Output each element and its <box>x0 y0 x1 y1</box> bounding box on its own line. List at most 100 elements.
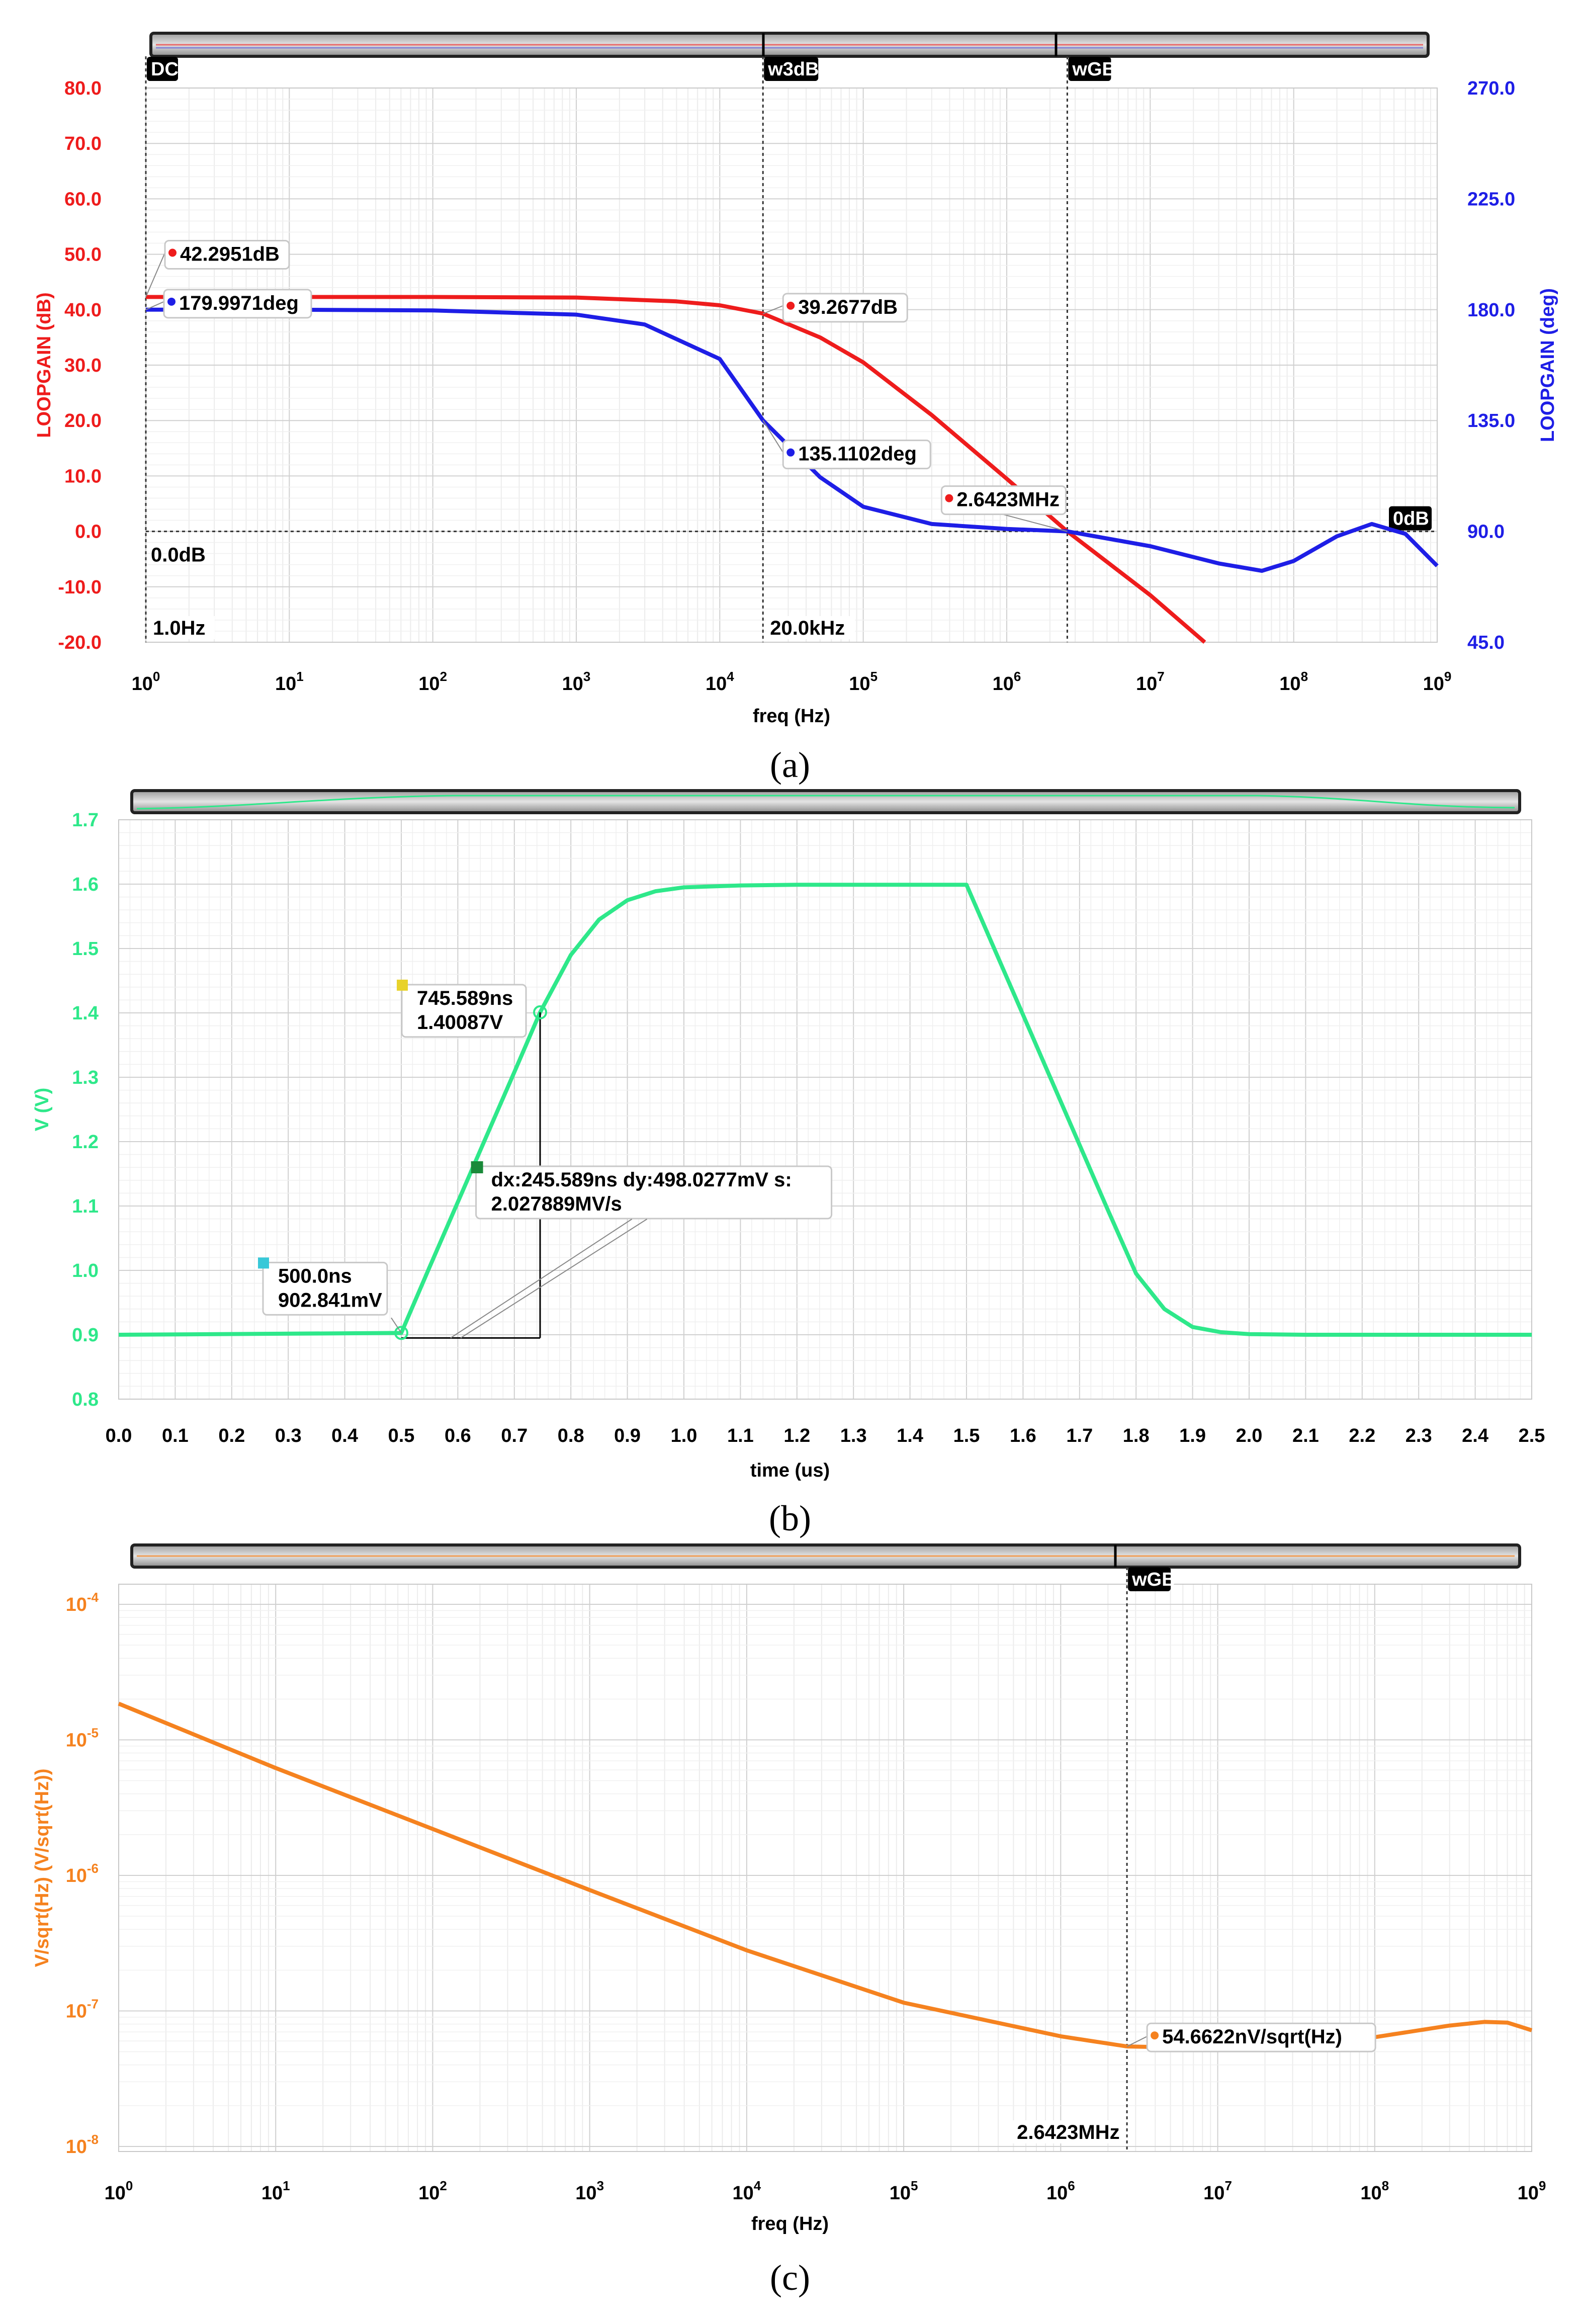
cursor-tag: wGB <box>1128 1567 1176 1591</box>
x-tick-labels: 100 101 102 103 104 105 106 107 108 109 <box>132 669 1452 695</box>
y-tick-label: -20.0 <box>58 632 102 653</box>
x-tick-label: 0.3 <box>275 1425 302 1446</box>
series-line <box>118 883 1532 1337</box>
x-tick-label: 0.4 <box>331 1425 358 1446</box>
x-tick-labels: 100 101 102 103 104 105 106 107 108 109 <box>105 2178 1546 2204</box>
x-tick-label: 1.6 <box>1010 1425 1036 1446</box>
svg-text:0dB: 0dB <box>1393 508 1429 530</box>
y-tick-label: 40.0 <box>64 300 102 321</box>
x-tick-label: 1.5 <box>953 1425 980 1446</box>
x-tick-label: 2.0 <box>1236 1425 1263 1446</box>
svg-text:wGB: wGB <box>1131 1569 1176 1590</box>
x-tick-label: 106 <box>1046 2178 1075 2204</box>
svg-text:2.6423MHz: 2.6423MHz <box>956 489 1060 511</box>
x-axis-label: time (us) <box>750 1460 830 1481</box>
transient-chart: 1.7 1.6 1.5 1.4 1.3 1.2 1.1 1.0 0.9 0.8 0.0 0.1 0.2… <box>32 789 1545 1538</box>
x-tick-labels: 0.0 0.1 0.2 0.3 0.4 0.5 0.6 0.7 0.8 0.9 1.0 1.1 1.2 1… <box>106 1425 1545 1446</box>
marker-leader <box>460 1219 648 1339</box>
x-tick-label: 108 <box>1279 669 1308 695</box>
cursor-b-tag <box>397 979 408 991</box>
x-tick-label: 1.2 <box>783 1425 810 1446</box>
x-tick-label: 108 <box>1360 2178 1389 2204</box>
y-tick-label: 0.0 <box>75 522 102 543</box>
cursor-value-label: 1.0Hz <box>153 617 206 639</box>
x-tick-label: 2.2 <box>1349 1425 1375 1446</box>
y-tick-labels: 10-4 10-5 10-6 10-7 10-8 <box>66 1590 99 2158</box>
y-axis-label: V (V) <box>32 1088 53 1132</box>
y2-tick-label: 180.0 <box>1467 300 1515 321</box>
overview-scrollbar[interactable] <box>149 32 1430 58</box>
noise-chart: 10-410-510-610-710-8 100 101 102 103 104 105 1… <box>32 1543 1546 2298</box>
x-tick-label: 1.7 <box>1066 1425 1093 1446</box>
cursor-value-bg <box>1013 2120 1125 2143</box>
x-tick-label: 0.0 <box>106 1425 132 1446</box>
marker-wgb-noise: 54.6622nV/sqrt(Hz) <box>1146 2022 1376 2052</box>
grid <box>145 88 1438 643</box>
svg-text:dx:245.589ns dy:498.0277mV s:: dx:245.589ns dy:498.0277mV s: <box>491 1169 792 1191</box>
x-tick-label: 2.1 <box>1292 1425 1319 1446</box>
svg-text:745.589ns: 745.589ns <box>417 987 513 1009</box>
markers: 54.6622nV/sqrt(Hz) <box>1126 2022 1376 2052</box>
marker-w3db-gain: 39.2677dB <box>782 293 908 323</box>
x-tick-label: 101 <box>275 669 304 695</box>
series-line <box>146 295 1206 644</box>
x-tick-label: 0.1 <box>162 1425 189 1446</box>
x-tick-label: 101 <box>261 2178 290 2204</box>
y-tick-label: 1.0 <box>72 1260 99 1281</box>
x-tick-label: 2.5 <box>1519 1425 1545 1446</box>
series <box>118 1701 1533 2050</box>
cursor-a-point[interactable] <box>394 1326 408 1340</box>
x-tick-label: 109 <box>1518 2178 1546 2204</box>
x-tick-label: 0.7 <box>501 1425 528 1446</box>
x-tick-label: 1.3 <box>840 1425 867 1446</box>
y-tick-label: 10-5 <box>66 1726 99 1751</box>
y-tick-label: 1.5 <box>72 938 99 960</box>
marker-dc-phase: 179.9971deg <box>163 289 312 319</box>
y-tick-label: 1.6 <box>72 874 99 895</box>
series-line <box>146 307 1439 573</box>
marker-wgb-freq: 2.6423MHz <box>940 485 1067 515</box>
y-tick-label: 20.0 <box>64 410 102 432</box>
marker-leader <box>145 252 165 297</box>
x-tick-label: 104 <box>733 2178 761 2204</box>
y-tick-label: 0.9 <box>72 1325 99 1346</box>
x-tick-label: 103 <box>575 2178 604 2204</box>
y-tick-labels: 1.7 1.6 1.5 1.4 1.3 1.2 1.1 1.0 0.9 0.8 <box>72 810 99 1410</box>
marker-leader <box>762 420 784 453</box>
markers: 42.2951dB 179.9971deg 39.2677dB 135.1102deg… <box>145 240 1068 532</box>
y-tick-label: 1.3 <box>72 1067 99 1088</box>
plot-frame <box>118 1584 1532 2152</box>
x-tick-label: 109 <box>1423 669 1452 695</box>
svg-text:902.841mV: 902.841mV <box>278 1289 382 1311</box>
overview-scrollbar[interactable] <box>130 789 1521 814</box>
x-tick-label: 1.8 <box>1123 1425 1150 1446</box>
caption: (b) <box>769 1498 811 1538</box>
y2-axis-label: LOOPGAIN (deg) <box>1537 288 1558 442</box>
x-tick-label: 106 <box>993 669 1021 695</box>
y-tick-label: 1.2 <box>72 1132 99 1153</box>
marker-leader <box>1126 2036 1148 2047</box>
series <box>146 295 1439 644</box>
x-axis-label: freq (Hz) <box>753 706 830 727</box>
marker-dc-gain: 42.2951dB <box>164 240 290 270</box>
y2-tick-labels: 270.0 225.0 180.0 135.0 90.0 45.0 <box>1467 78 1515 653</box>
marker-leader <box>145 301 164 310</box>
x-tick-label: 100 <box>105 2178 133 2204</box>
y-axis-label: LOOPGAIN (dB) <box>34 292 55 438</box>
y-tick-label: 1.4 <box>72 1003 99 1024</box>
y-tick-label: 70.0 <box>64 133 102 154</box>
marker-w3db-phase: 135.1102deg <box>782 440 931 470</box>
svg-text:w3dB: w3dB <box>767 59 819 80</box>
svg-text:2.027889MV/s: 2.027889MV/s <box>491 1193 622 1215</box>
cursor-b-point[interactable] <box>533 1005 548 1019</box>
x-tick-label: 102 <box>418 669 447 695</box>
caption: (a) <box>770 745 810 785</box>
reference-lines: wGB 2.6423MHz <box>1013 1567 1176 2151</box>
x-tick-label: 0.5 <box>388 1425 415 1446</box>
overview-scrollbar[interactable] <box>130 1543 1521 1569</box>
y-tick-label: 10-4 <box>66 1590 99 1615</box>
